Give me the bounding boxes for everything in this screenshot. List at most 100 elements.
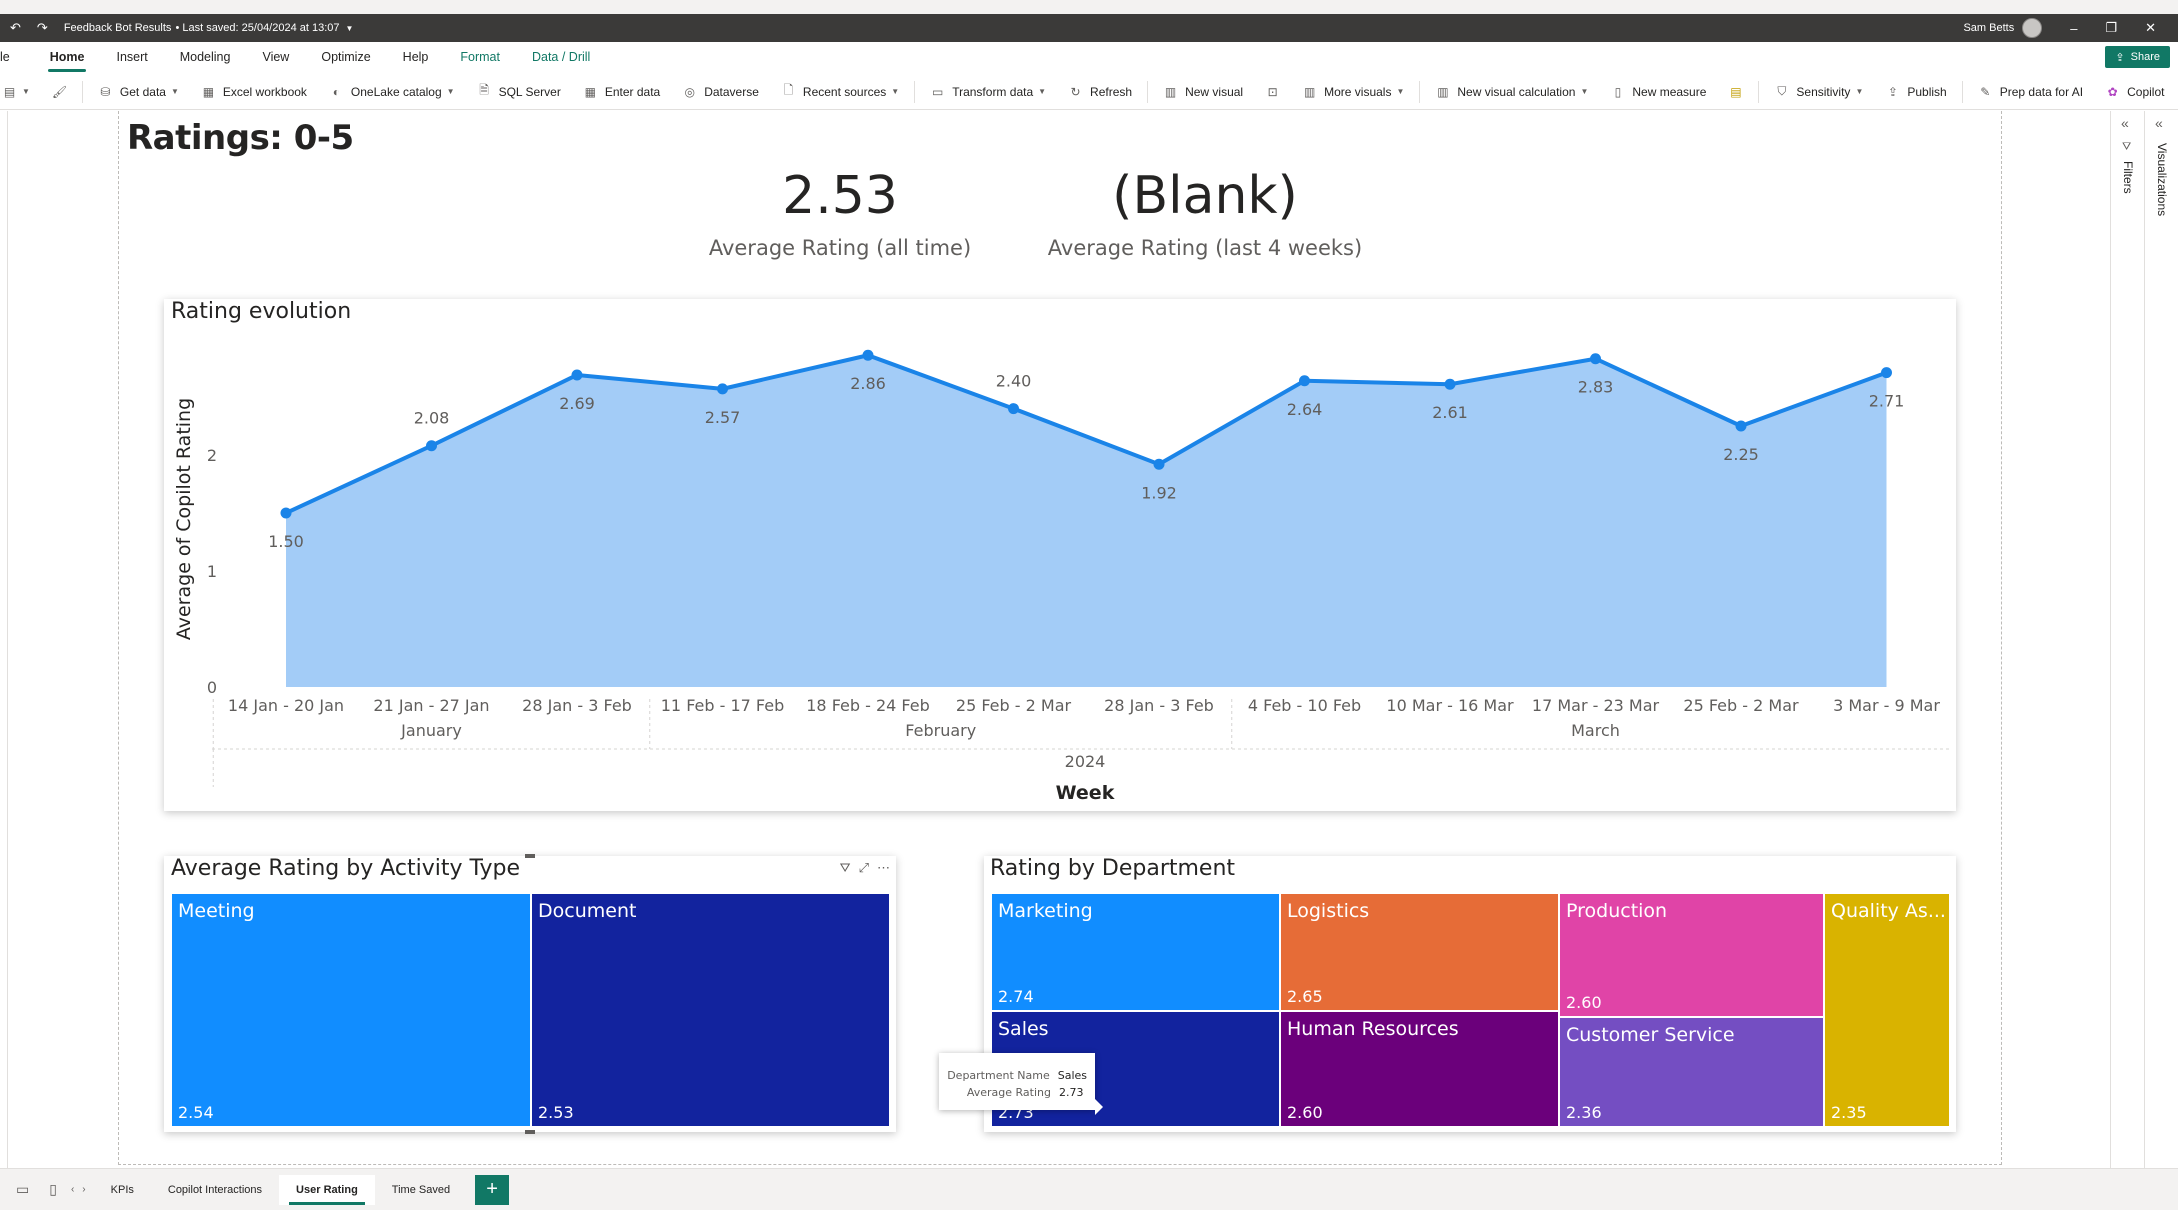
sensitivity-label: Sensitivity <box>1796 84 1851 99</box>
page-tab-time-saved[interactable]: Time Saved <box>375 1175 467 1205</box>
share-button[interactable]: ⇪ Share <box>2105 46 2170 68</box>
tab-label: Data / Drill <box>531 50 591 64</box>
bar-chart-icon: ▥ <box>1164 84 1177 99</box>
activity-type-treemap[interactable]: Average Rating by Activity Type ⛛ ⤢ ⋯ Me… <box>164 854 896 1134</box>
quick-measure-button[interactable]: ▤ <box>1717 77 1754 107</box>
new-visual-calculation-button[interactable]: ▥ New visual calculation ▼ <box>1424 77 1599 107</box>
tab-modeling[interactable]: Modeling <box>164 42 247 72</box>
treemap-cell-logistics[interactable]: Logistics 2.65 <box>1281 894 1558 1010</box>
page-tab-copilot-interactions[interactable]: Copilot Interactions <box>151 1175 279 1205</box>
cell-value: 2.36 <box>1566 1103 1602 1122</box>
desktop-view-icon[interactable]: ▭ <box>16 1181 30 1197</box>
file-title[interactable]: Feedback Bot Results <box>63 22 172 34</box>
last-saved-text[interactable]: • Last saved: 25/04/2024 at 13:07 <box>175 22 340 34</box>
page-tabs-bar: ▭ ▯ ‹ › KPIs Copilot Interactions User R… <box>0 1168 2178 1210</box>
filters-pane-label[interactable]: Filters <box>2121 161 2135 194</box>
mobile-view-icon[interactable]: ▯ <box>49 1181 57 1197</box>
kpi-label: Average Rating (all time) <box>708 236 972 260</box>
dataverse-icon: ◎ <box>684 84 695 99</box>
more-visuals-button[interactable]: ▥ More visuals ▼ <box>1291 77 1415 107</box>
tab-help[interactable]: Help <box>387 42 445 72</box>
rating-evolution-chart[interactable]: Rating evolution 1.50 2.08 2.69 2.57 2.86 2.4… <box>164 299 1956 811</box>
filter-icon[interactable]: ⛛ <box>839 860 851 875</box>
visualizations-pane-label[interactable]: Visualizations <box>2155 143 2169 217</box>
transform-icon: ▭ <box>932 84 944 99</box>
format-painter-button[interactable]: 🖌 <box>41 77 78 107</box>
department-treemap[interactable]: Rating by Department Marketing 2.74 Sale… <box>984 856 1956 1132</box>
more-options-icon[interactable]: ⋯ <box>877 860 890 875</box>
undo-icon[interactable]: ↶ <box>10 20 21 35</box>
resize-handle[interactable] <box>525 854 535 858</box>
tab-file[interactable]: le <box>0 42 34 72</box>
sql-server-button[interactable]: 🗎 SQL Server <box>466 77 572 107</box>
new-measure-button[interactable]: ▯ New measure <box>1599 77 1717 107</box>
prep-data-for-ai-button[interactable]: ✎ Prep data for AI <box>1967 77 2094 107</box>
page-tab-kpis[interactable]: KPIs <box>94 1175 151 1205</box>
treemap-cell-quality-assurance[interactable]: Quality As... 2.35 <box>1825 894 1949 1126</box>
publish-button[interactable]: ⇪ Publish <box>1874 77 1957 107</box>
new-visual-button[interactable]: ▥ New visual <box>1152 77 1254 107</box>
quick-measure-icon: ▤ <box>1730 84 1742 99</box>
kpi-value: (Blank) <box>1112 166 1298 226</box>
text-box-button[interactable]: ⊡ <box>1254 77 1291 107</box>
copilot-button[interactable]: ✿ Copilot <box>2094 77 2175 107</box>
resize-handle[interactable] <box>525 1130 535 1134</box>
restore-icon[interactable]: ❐ <box>2105 20 2118 35</box>
publish-label: Publish <box>1907 84 1947 99</box>
prep-data-icon: ✎ <box>1980 84 1991 99</box>
data-point <box>571 369 583 381</box>
page-tab-label: Time Saved <box>391 1183 451 1196</box>
y-tick-label: 0 <box>207 678 217 697</box>
recent-sources-button[interactable]: 🗋 Recent sources ▼ <box>770 77 910 107</box>
chevron-left-icon[interactable]: ‹ <box>70 1184 75 1195</box>
excel-workbook-button[interactable]: ▦ Excel workbook <box>190 77 318 107</box>
expand-pane-icon[interactable]: « <box>2155 115 2163 131</box>
treemap-cell-customer-service[interactable]: Customer Service 2.36 <box>1560 1018 1823 1126</box>
measure-icon: ▯ <box>1614 84 1622 99</box>
x-tick-label: 14 Jan - 20 Jan <box>228 696 344 715</box>
page-tab-user-rating[interactable]: User Rating <box>279 1174 375 1205</box>
transform-data-label: Transform data <box>952 84 1034 99</box>
paste-button[interactable]: ▤ ▼ <box>0 77 41 107</box>
tab-insert[interactable]: Insert <box>100 42 163 72</box>
kpi-card-last-4-weeks[interactable]: (Blank) Average Rating (last 4 weeks) <box>1040 166 1370 260</box>
onelake-catalog-button[interactable]: ◐ OneLake catalog ▼ <box>318 77 466 107</box>
y-axis-title: Average of Copilot Rating <box>173 398 195 640</box>
tab-data-drill[interactable]: Data / Drill <box>516 42 606 72</box>
refresh-icon: ↻ <box>1070 84 1081 99</box>
tab-view[interactable]: View <box>246 42 305 72</box>
text-box-icon: ⊡ <box>1267 84 1278 99</box>
treemap-cell-human-resources[interactable]: Human Resources 2.60 <box>1281 1012 1558 1126</box>
refresh-button[interactable]: ↻ Refresh <box>1057 77 1143 107</box>
expand-pane-icon[interactable]: « <box>2121 115 2129 131</box>
treemap-cell-meeting[interactable]: Meeting 2.54 <box>172 894 530 1126</box>
redo-icon[interactable]: ↷ <box>36 20 48 35</box>
x-tick-label: 21 Jan - 27 Jan <box>373 696 489 715</box>
dataverse-button[interactable]: ◎ Dataverse <box>671 77 770 107</box>
page-title[interactable]: Ratings: 0-5 <box>127 118 354 158</box>
treemap-cell-production[interactable]: Production 2.60 <box>1560 894 1823 1016</box>
transform-data-button[interactable]: ▭ Transform data ▼ <box>919 77 1057 107</box>
avatar[interactable] <box>2022 18 2043 38</box>
add-page-button[interactable]: + <box>475 1174 510 1205</box>
enter-data-button[interactable]: ▦ Enter data <box>572 77 671 107</box>
filters-pane-collapsed[interactable]: « ⛛ Filters <box>2110 111 2144 1171</box>
minimize-icon[interactable]: – <box>2070 20 2078 36</box>
separator <box>1961 80 1963 103</box>
chevron-down-icon[interactable]: ▼ <box>345 23 354 33</box>
data-label: 2.71 <box>1869 392 1905 411</box>
treemap-cell-marketing[interactable]: Marketing 2.74 <box>992 894 1279 1010</box>
chevron-down-icon: ▼ <box>446 87 455 96</box>
tab-optimize[interactable]: Optimize <box>305 42 386 72</box>
tab-format[interactable]: Format <box>444 42 516 72</box>
chevron-right-icon[interactable]: › <box>82 1184 86 1195</box>
close-icon[interactable]: ✕ <box>2145 20 2156 35</box>
kpi-card-all-time[interactable]: 2.53 Average Rating (all time) <box>700 166 980 260</box>
get-data-button[interactable]: ⛁ Get data ▼ <box>87 77 190 107</box>
focus-mode-icon[interactable]: ⤢ <box>858 860 869 875</box>
user-name[interactable]: Sam Betts <box>1963 22 2015 34</box>
sensitivity-button[interactable]: ⛉ Sensitivity ▼ <box>1763 77 1874 107</box>
tab-home[interactable]: Home <box>34 42 101 72</box>
treemap-cell-document[interactable]: Document 2.53 <box>532 894 889 1126</box>
visualizations-pane-collapsed[interactable]: « Visualizations <box>2144 111 2178 1171</box>
